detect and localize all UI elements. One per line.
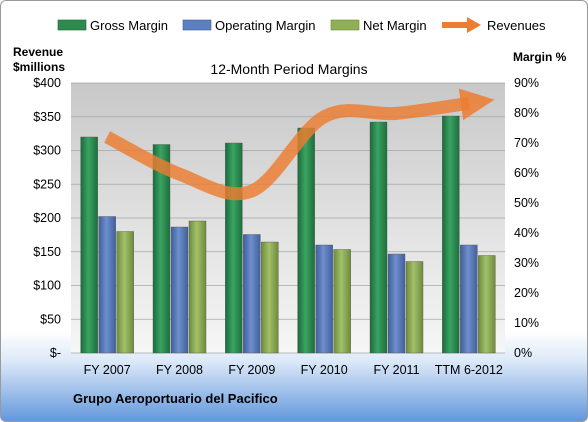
legend-label-revenues: Revenues — [487, 18, 546, 33]
right-tick-label: 50% — [514, 196, 539, 210]
legend-label-operating-margin: Operating Margin — [215, 18, 315, 33]
right-tick-label: 10% — [514, 316, 539, 330]
legend-arrowhead-revenues — [467, 17, 481, 33]
bar-gross-margin — [152, 144, 171, 354]
bar-net-margin — [478, 255, 496, 354]
left-tick-label: $350 — [33, 110, 61, 124]
left-tick-label: $150 — [33, 245, 61, 259]
bar-net-margin — [116, 231, 134, 354]
left-tick-label: $50 — [40, 312, 61, 326]
left-tick-label: $100 — [33, 279, 61, 293]
right-tick-label: 20% — [514, 286, 539, 300]
bar-gross-margin — [80, 136, 98, 354]
right-tick-label: 30% — [514, 256, 539, 270]
legend-item-operating-margin[interactable]: Operating Margin — [182, 18, 315, 33]
right-tick-label: 40% — [514, 226, 539, 240]
bar-gross-margin — [297, 127, 315, 354]
legend: Gross Margin Operating Margin Net Margin… — [57, 17, 546, 33]
right-tick-label: 90% — [514, 76, 539, 90]
left-tick-label: $400 — [33, 76, 61, 90]
category-label: TTM 6-2012 — [435, 363, 503, 377]
category-label: FY 2008 — [156, 363, 203, 377]
category-label: FY 2010 — [301, 363, 348, 377]
left-tick-label: $200 — [33, 211, 61, 225]
revenue-line-path — [104, 88, 495, 201]
bar-gross-margin — [442, 115, 460, 354]
bar-operating-margin — [460, 244, 478, 354]
right-tick-label: 60% — [514, 166, 539, 180]
right-tick-label: 80% — [514, 106, 539, 120]
category-label: FY 2007 — [84, 363, 131, 377]
bar-net-margin — [333, 249, 351, 354]
legend-item-revenues[interactable]: Revenues — [442, 17, 546, 33]
bar-gross-margin — [369, 121, 388, 354]
bars — [80, 115, 496, 354]
legend-swatch-operating-margin — [182, 19, 212, 31]
bar-net-margin — [261, 241, 279, 354]
bar-operating-margin — [387, 253, 406, 354]
right-axis-title: Margin % — [513, 50, 567, 64]
legend-swatch-gross-margin — [57, 19, 87, 31]
bar-net-margin — [405, 261, 424, 354]
bar-net-margin — [188, 220, 207, 354]
legend-swatch-net-margin — [330, 19, 360, 31]
left-axis-title-line1: Revenue — [13, 45, 63, 59]
legend-item-gross-margin[interactable]: Gross Margin — [57, 18, 168, 33]
legend-label-net-margin: Net Margin — [363, 18, 427, 33]
legend-item-net-margin[interactable]: Net Margin — [330, 18, 427, 33]
chart-title: 12-Month Period Margins — [210, 61, 367, 77]
left-axis-ticks: $- $50 $100 $150 $200 $250 $300 $350 $400 — [33, 76, 61, 360]
company-label: Grupo Aeroportuario del Pacifico — [73, 391, 278, 406]
category-label: FY 2009 — [228, 363, 275, 377]
left-tick-label: $300 — [33, 144, 61, 158]
left-tick-label: $- — [50, 346, 61, 360]
category-labels: FY 2007 FY 2008 FY 2009 FY 2010 FY 2011 TTM 6… — [84, 363, 503, 377]
bar-gross-margin — [225, 142, 243, 354]
category-label: FY 2011 — [373, 363, 419, 377]
revenue-line — [104, 88, 495, 201]
right-axis-ticks: 0% 10% 20% 30% 40% 50% 60% 70% 80% 90% — [514, 76, 539, 360]
left-axis-title-line2: $millions — [13, 60, 65, 74]
left-tick-label: $250 — [33, 177, 61, 191]
legend-label-gross-margin: Gross Margin — [90, 18, 168, 33]
bar-operating-margin — [98, 216, 116, 354]
right-tick-label: 0% — [514, 346, 532, 360]
right-tick-label: 70% — [514, 136, 539, 150]
bar-operating-margin — [315, 244, 333, 354]
bar-operating-margin — [170, 226, 189, 354]
bar-operating-margin — [243, 234, 261, 354]
